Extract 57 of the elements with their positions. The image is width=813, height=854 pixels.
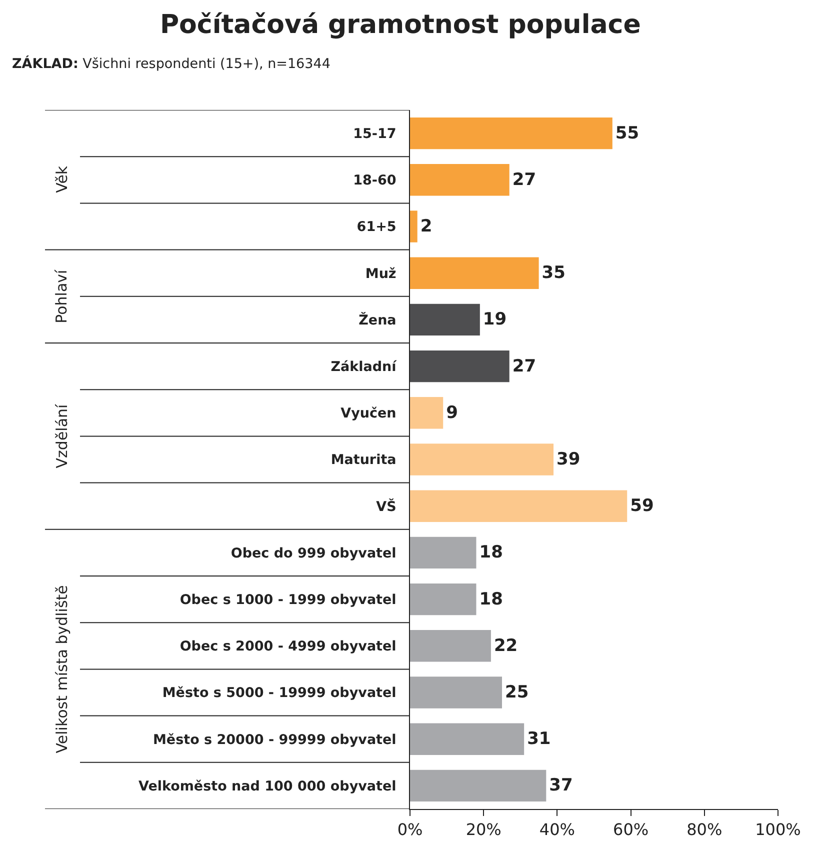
bar xyxy=(410,770,546,802)
text: Pohlaví xyxy=(52,268,71,324)
bar xyxy=(410,257,539,289)
text: ZÁKLAD: Všichni respondenti (15+), n=16344 xyxy=(12,55,330,72)
y-tick-label: Velkoměsto nad 100 000 obyvatel xyxy=(138,778,396,794)
data-label: 59 xyxy=(630,496,654,516)
y-tick-label: 18-60 xyxy=(353,172,396,189)
text: Věk xyxy=(53,166,72,193)
bar xyxy=(410,164,510,196)
bar xyxy=(410,583,476,616)
bar xyxy=(410,723,524,755)
data-label: 55 xyxy=(615,123,640,144)
bar xyxy=(410,676,502,708)
bar xyxy=(410,536,476,569)
y-tick-label: 15-17 xyxy=(353,126,396,142)
bar xyxy=(410,490,628,522)
x-tick-label: 80% xyxy=(686,820,722,840)
data-label: 27 xyxy=(512,356,536,376)
x-tick-label: 100% xyxy=(755,820,801,840)
data-label: 22 xyxy=(494,636,518,656)
bar xyxy=(410,630,491,662)
bar xyxy=(410,210,418,242)
bar xyxy=(410,350,510,382)
data-label: 25 xyxy=(505,682,529,702)
y-tick-label: 61+5 xyxy=(356,219,396,236)
x-tick-label: 20% xyxy=(466,820,502,840)
y-tick-label: Obec s 1000 - 1999 obyvatel xyxy=(180,592,396,608)
data-label: 35 xyxy=(542,263,566,284)
y-tick-label: Město s 20000 - 99999 obyvatel xyxy=(152,732,396,748)
data-label: 31 xyxy=(527,729,551,750)
y-tick-label: Vyučen xyxy=(340,406,396,422)
data-label: 39 xyxy=(556,450,580,470)
text: Vzdělání xyxy=(52,403,71,468)
data-label: 37 xyxy=(549,776,573,796)
x-tick-label: 60% xyxy=(613,820,649,840)
y-tick-label: Maturita xyxy=(330,452,396,468)
data-label: 18 xyxy=(479,542,503,563)
y-tick-label: Muž xyxy=(365,266,396,282)
y-tick-label: VŠ xyxy=(376,498,396,515)
y-tick-label: Město s 5000 - 19999 obyvatel xyxy=(162,685,396,702)
bar xyxy=(410,444,554,476)
y-tick-label: Obec do 999 obyvatel xyxy=(230,545,396,562)
data-label: 9 xyxy=(446,402,458,423)
x-tick-label: 40% xyxy=(539,820,575,840)
data-label: 2 xyxy=(420,216,432,236)
bar xyxy=(410,397,444,429)
data-label: 18 xyxy=(479,589,503,610)
chart-title: Počítačová gramotnost populace xyxy=(160,10,641,40)
y-tick-label: Obec s 2000 - 4999 obyvatel xyxy=(180,638,396,655)
x-tick-label: 0% xyxy=(397,820,423,840)
y-tick-label: Žena xyxy=(358,311,396,328)
y-tick-label: Základní xyxy=(330,359,398,376)
bar xyxy=(410,304,480,336)
bar xyxy=(410,117,612,150)
text: Velikost místa bydliště xyxy=(52,585,71,754)
data-label: 27 xyxy=(512,170,536,190)
data-label: 19 xyxy=(482,310,507,330)
